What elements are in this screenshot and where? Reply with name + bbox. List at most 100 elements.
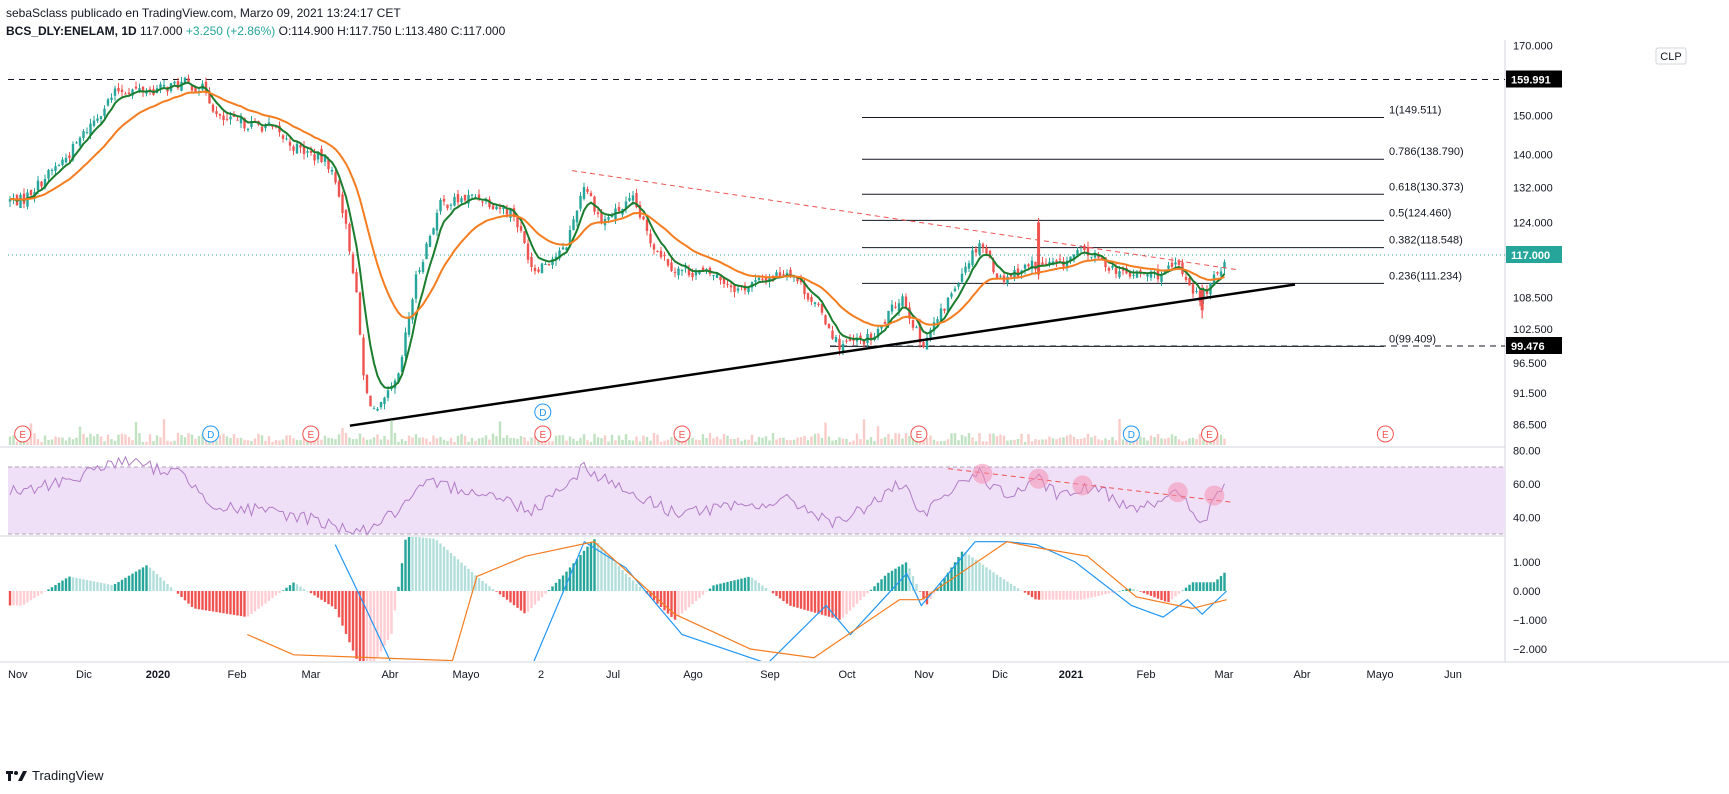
macd-histogram-bar [985,567,988,591]
candle-body [99,116,103,119]
candle-body [54,166,57,171]
candle-body [439,199,442,212]
volume-bar [78,426,82,445]
volume-bar [691,437,694,445]
candle-body [435,212,439,231]
macd-histogram-bar [243,591,246,617]
macd-histogram-bar [995,574,999,591]
candle-body [820,303,824,313]
volume-bar [831,440,834,445]
candle-body [733,284,736,293]
volume-bar [1170,434,1174,445]
macd-histogram-bar [726,581,729,591]
candle-body [1170,262,1174,267]
volume-bar [698,440,701,445]
currency-badge-box[interactable] [1655,47,1687,65]
macd-histogram-bar [8,591,12,606]
candle-body [124,93,127,95]
macd-histogram-bar [736,579,740,591]
macd-histogram-bar [369,591,372,661]
brand-footer[interactable]: TradingView [6,768,104,783]
macd-histogram-bar [344,591,348,634]
volume-bar [40,441,43,445]
macd-histogram-bar [96,582,99,591]
macd-histogram-bar [1163,591,1167,602]
rsi-line [9,455,1225,536]
candle-body [747,286,750,293]
volume-bar [834,440,838,445]
candle-body [855,338,859,342]
volume-bar [747,439,750,445]
volume-bar [85,437,89,445]
macd-histogram-bar [848,591,852,611]
volume-bar [1181,441,1184,445]
candle-body [813,302,817,305]
candle-body [1023,264,1027,269]
fib-level-label: 0.236(111.234) [1389,270,1462,282]
macd-histogram-bar [26,591,29,603]
volume-bar [796,437,799,445]
candle-body [754,280,757,282]
macd-histogram-bar [512,591,516,606]
volume-bar [607,441,610,445]
volume-bar [1205,440,1209,445]
volume-bar [43,435,47,445]
macd-histogram-bar [1111,591,1114,593]
candle-body [715,274,719,278]
candle-body [939,308,943,321]
candle-body [985,247,988,254]
volume-bar [1002,435,1006,445]
volume-bar [813,433,817,445]
volume-bar [145,441,148,445]
candle-body [131,89,134,96]
volume-bar [775,439,778,445]
change-value: +3.250 (+2.86%) [185,24,276,38]
volume-bar [127,437,131,445]
macd-histogram-bar [866,591,869,594]
macd-histogram-bar [1160,591,1163,601]
macd-histogram-bar [470,572,474,591]
macd-histogram-bar [330,591,334,607]
time-tick-label: Oct [838,669,855,681]
volume-bar [617,435,621,445]
volume-bar [348,437,351,445]
volume-bar [733,439,736,445]
candle-body [757,277,761,281]
volume-bar [981,441,985,445]
candle-body [988,250,992,258]
macd-histogram-bar [407,537,411,591]
volume-bar [316,437,320,445]
candle-body [957,283,960,287]
candle-body [110,97,113,101]
macd-histogram-bar [1044,591,1048,600]
volume-bar [148,434,152,445]
volume-bar [1093,435,1097,445]
volume-bar [330,438,334,445]
macd-histogram-bar [1009,583,1013,591]
volume-bar [911,435,915,445]
event-marker-label: E [19,430,26,441]
volume-bar [351,439,355,445]
volume-bar [369,439,372,445]
volume-bar [414,434,418,445]
candle-body [530,256,533,268]
volume-bar [589,441,593,445]
volume-bar [722,433,726,445]
volume-bar [1090,437,1093,445]
volume-bar [736,437,740,445]
macd-histogram-bar [607,554,610,591]
time-tick-label: 2021 [1059,669,1083,681]
candle-body [712,275,715,277]
candle-body [43,178,47,188]
macd-histogram-bar [362,591,365,661]
event-marker [1201,425,1219,443]
chart-svg[interactable]: CLP 170.000 150.000 140.000 132.000 124.000 1… [0,0,1729,760]
macd-histogram-bar [701,591,705,595]
macd-histogram-bar [509,591,512,603]
macd-histogram-bar [687,591,691,608]
volume-bar [96,433,99,445]
candle-body [649,233,652,244]
macd-histogram-bar [89,580,92,591]
last-price: 117.000 [140,24,183,38]
macd-histogram-bar [488,586,491,591]
